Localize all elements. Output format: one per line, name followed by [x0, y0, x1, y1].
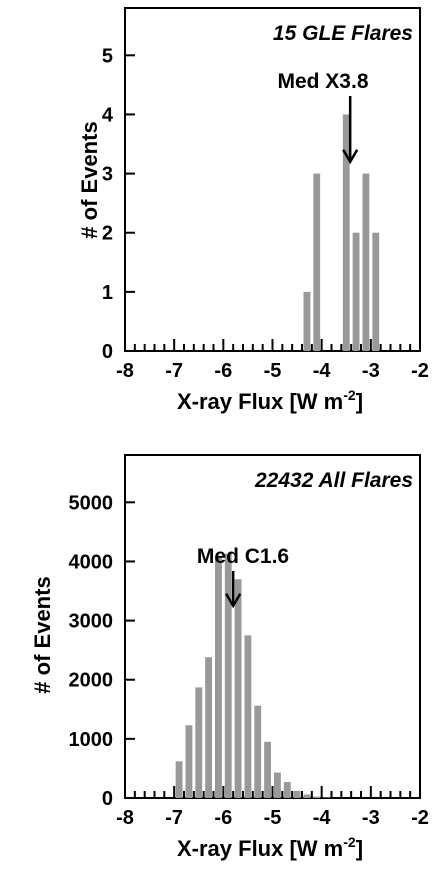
y-tick-label: 0 [102, 341, 113, 363]
histogram-bar [303, 291, 311, 351]
y-tick-label: 3 [102, 164, 113, 186]
y-tick-label: 1 [102, 282, 113, 304]
x-axis-label: X-ray Flux [W m-2] [177, 834, 363, 861]
histogram-bar [352, 232, 360, 351]
median-label: Med X3.8 [277, 70, 368, 93]
y-tick-label: 5000 [69, 492, 114, 514]
histogram-bar [342, 114, 350, 351]
x-tick-label: -7 [165, 807, 183, 829]
histogram-bar [254, 705, 262, 798]
histogram-bar [313, 173, 321, 351]
y-axis-label: # of Events [30, 576, 55, 693]
histogram-bar [234, 579, 242, 798]
median-annotation: Med C1.6 [197, 545, 289, 609]
histogram-bar [185, 725, 193, 798]
histogram-bar [362, 173, 370, 351]
x-tick-label: -2 [411, 807, 429, 829]
median-label: Med C1.6 [197, 545, 289, 568]
x-tick-label: -5 [264, 360, 282, 382]
x-tick-label: -8 [116, 807, 134, 829]
x-axis-ticks: -8 -7 -6 -5 -4 -3 -2 [116, 339, 429, 382]
histogram-bar [264, 741, 271, 798]
y-tick-label: 2 [102, 223, 113, 245]
x-axis-label: X-ray Flux [W m-2] [177, 387, 363, 414]
x-tick-label: -4 [313, 360, 332, 382]
x-tick-label: -4 [313, 807, 332, 829]
histogram-bar [195, 687, 203, 798]
x-tick-label: -7 [165, 360, 183, 382]
x-tick-label: -3 [362, 807, 380, 829]
y-tick-label: 0 [102, 788, 113, 810]
histogram-bar [313, 796, 321, 798]
y-tick-label: 1000 [69, 729, 114, 751]
histogram-bar [205, 657, 212, 798]
x-tick-label: -6 [214, 360, 232, 382]
y-tick-label: 2000 [69, 670, 114, 692]
median-arrow-head [225, 593, 242, 609]
histogram-bar [372, 232, 380, 351]
y-axis-label: # of Events [77, 121, 102, 238]
x-tick-label: -6 [214, 807, 232, 829]
plot-frame [124, 454, 421, 799]
x-tick-label: -2 [411, 360, 429, 382]
median-annotation: Med X3.8 [277, 70, 369, 165]
panel-all-flares: -8 -7 -6 -5 -4 -3 -2 0 1000 2000 3000 4000 5000 224… [30, 454, 429, 861]
median-arrow-head [342, 149, 359, 165]
histogram-bar [175, 761, 183, 798]
y-axis-ticks: 0 1000 2000 3000 4000 5000 [69, 492, 135, 810]
histogram-bar [215, 556, 222, 798]
panel-title: 22432 All Flares [254, 469, 413, 492]
panel-title: 15 GLE Flares [273, 22, 413, 45]
histogram-bar [323, 797, 330, 798]
histogram-bar [244, 635, 252, 798]
histogram-bar [283, 782, 291, 798]
histogram-bar [274, 772, 281, 798]
panel-gle-flares: -8 -7 -6 -5 -4 -3 -2 0 1 2 3 4 5 15 GLE Flares # of… [77, 7, 429, 414]
histogram-bar [224, 553, 232, 798]
y-tick-label: 4000 [69, 551, 114, 573]
x-tick-label: -3 [362, 360, 380, 382]
y-tick-label: 3000 [69, 611, 114, 633]
histogram-bar [293, 790, 301, 798]
histogram-bars [175, 553, 330, 798]
x-tick-label: -8 [116, 360, 134, 382]
x-tick-label: -5 [264, 807, 282, 829]
x-axis-ticks: -8 -7 -6 -5 -4 -3 -2 [116, 786, 429, 829]
y-axis-ticks: 0 1 2 3 4 5 [102, 45, 135, 363]
y-tick-label: 5 [102, 45, 113, 67]
histogram-bar [303, 794, 311, 798]
histogram-bars [303, 114, 380, 351]
y-tick-label: 4 [102, 104, 114, 126]
